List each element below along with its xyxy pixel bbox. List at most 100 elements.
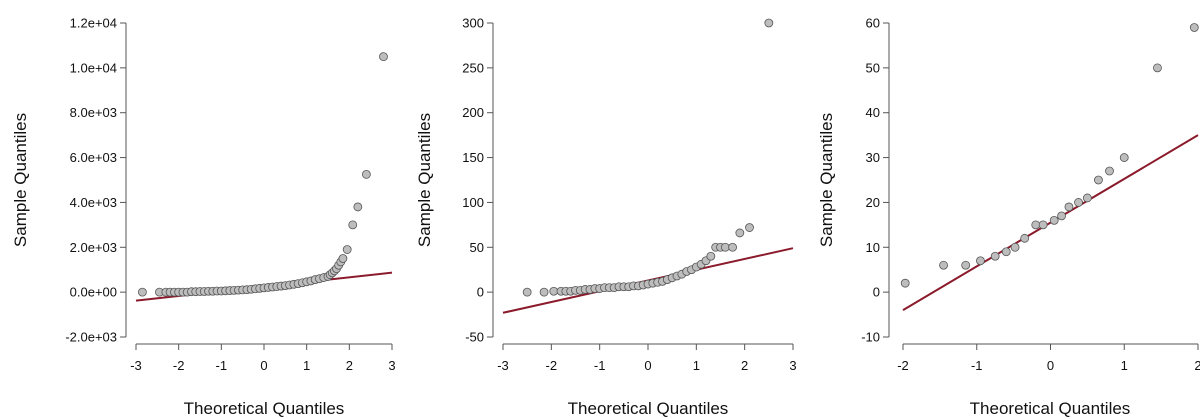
x-tick-label: 0	[1047, 358, 1054, 373]
panel-3-y-axis-title: Sample Quantiles	[817, 113, 836, 247]
panel-2-grid-area: -50 0 50 100 150 200 250 300 -3 -2 -1 0 1 2 3	[462, 16, 796, 374]
panel-2-x-axis-title: Theoretical Quantiles	[568, 399, 729, 418]
panel-3-x-axis-title: Theoretical Quantiles	[970, 399, 1131, 418]
x-tick-label: 3	[388, 358, 395, 373]
y-tick-label: 1.2e+04	[70, 16, 117, 31]
data-point	[348, 220, 358, 230]
x-tick-label: -2	[897, 358, 909, 373]
x-tick-label: 2	[1194, 358, 1200, 373]
y-tick-label: -10	[861, 330, 880, 345]
y-tick-label: 1.0e+04	[70, 60, 117, 75]
panel-1-points	[137, 52, 388, 297]
x-tick-label: 2	[346, 358, 353, 373]
panel-1-x-ticks: -3 -2 -1 0 1 2 3	[130, 344, 396, 373]
data-point	[549, 286, 559, 296]
panel-3-y-ticks: -10 0 10 20 30 40 50 60	[861, 16, 889, 345]
x-tick-label: 1	[693, 358, 700, 373]
data-point	[1105, 166, 1114, 176]
y-tick-label: -2.0e+03	[65, 330, 117, 345]
panel-3-x-ticks: -2 -1 0 1 2	[897, 344, 1200, 373]
data-point	[961, 260, 971, 270]
data-point	[728, 242, 737, 252]
data-point	[1038, 220, 1048, 230]
x-tick-label: -1	[971, 358, 983, 373]
y-tick-label: 50	[470, 240, 484, 255]
y-tick-label: 2.0e+03	[70, 240, 117, 255]
x-tick-label: -1	[216, 358, 228, 373]
data-point	[361, 169, 371, 179]
y-tick-label: 0	[477, 285, 484, 300]
x-tick-label: -3	[130, 358, 142, 373]
data-point	[338, 254, 348, 263]
data-point	[720, 242, 730, 252]
panel-1-y-ticks: -2.0e+03 0.0e+00 2.0e+03 4.0e+03 6.0e+03 8.0e…	[65, 16, 126, 345]
panel-2-x-ticks: -3 -2 -1 0 1 2 3	[497, 344, 797, 373]
data-point	[342, 245, 352, 254]
x-tick-label: -2	[173, 358, 185, 373]
y-tick-label: 6.0e+03	[70, 150, 117, 165]
panel-1-x-axis-title: Theoretical Quantiles	[184, 399, 345, 418]
y-tick-label: 300	[462, 16, 484, 31]
x-tick-label: -2	[546, 358, 558, 373]
data-point	[939, 260, 948, 270]
x-tick-label: 2	[741, 358, 748, 373]
y-tick-label: 150	[462, 150, 484, 165]
data-point	[1049, 215, 1059, 225]
data-point	[1074, 198, 1083, 207]
panel-1-y-axis-title: Sample Quantiles	[11, 113, 30, 247]
x-tick-label: 0	[644, 358, 651, 373]
y-tick-label: 250	[462, 60, 484, 75]
data-point	[900, 278, 910, 288]
y-tick-label: 10	[866, 240, 880, 255]
data-point	[1153, 63, 1162, 73]
data-point	[137, 287, 147, 297]
y-tick-label: 8.0e+03	[70, 105, 117, 120]
x-tick-label: 1	[1121, 358, 1128, 373]
qq-panel-2: -50 0 50 100 150 200 250 300 -3 -2 -1 0 1 2 3 Theoret…	[415, 16, 797, 419]
data-point	[735, 228, 745, 238]
y-tick-label: 100	[462, 195, 484, 210]
data-point	[1094, 175, 1103, 185]
y-tick-label: 60	[866, 16, 880, 31]
data-point	[539, 287, 549, 297]
panel-2-points	[522, 18, 774, 297]
x-tick-label: -1	[594, 358, 606, 373]
y-tick-label: 0	[873, 285, 880, 300]
x-tick-label: 3	[789, 358, 796, 373]
data-point	[706, 251, 716, 261]
y-tick-label: 50	[866, 60, 880, 75]
panel-2-y-ticks: -50 0 50 100 150 200 250 300	[462, 16, 493, 345]
y-tick-label: 4.0e+03	[70, 195, 117, 210]
data-point	[745, 223, 754, 232]
data-point	[1001, 247, 1011, 257]
data-point	[1189, 23, 1199, 32]
x-tick-label: 0	[260, 358, 267, 373]
y-tick-label: -50	[465, 330, 484, 345]
data-point	[1082, 193, 1092, 203]
x-tick-label: 1	[303, 358, 310, 373]
data-point	[1119, 153, 1129, 162]
data-point	[379, 52, 388, 62]
data-point	[1020, 233, 1030, 243]
data-point	[522, 287, 532, 297]
data-point	[976, 256, 985, 266]
panel-3-points	[900, 23, 1199, 288]
data-point	[764, 18, 774, 28]
panel-2-y-axis-title: Sample Quantiles	[415, 113, 434, 247]
y-tick-label: 40	[866, 105, 880, 120]
data-point	[1057, 211, 1066, 221]
qq-panel-1: -2.0e+03 0.0e+00 2.0e+03 4.0e+03 6.0e+03 8.0e…	[11, 16, 396, 419]
data-point	[1064, 202, 1074, 212]
y-tick-label: 200	[462, 105, 484, 120]
data-point	[353, 202, 363, 212]
y-tick-label: 30	[866, 150, 880, 165]
x-tick-label: -3	[497, 358, 509, 373]
y-tick-label: 0.0e+00	[70, 285, 117, 300]
y-tick-label: 20	[866, 195, 880, 210]
data-point	[1010, 242, 1020, 252]
data-point	[990, 251, 1000, 261]
panel-1-grid-area: -2.0e+03 0.0e+00 2.0e+03 4.0e+03 6.0e+03 8.0e…	[65, 16, 395, 374]
